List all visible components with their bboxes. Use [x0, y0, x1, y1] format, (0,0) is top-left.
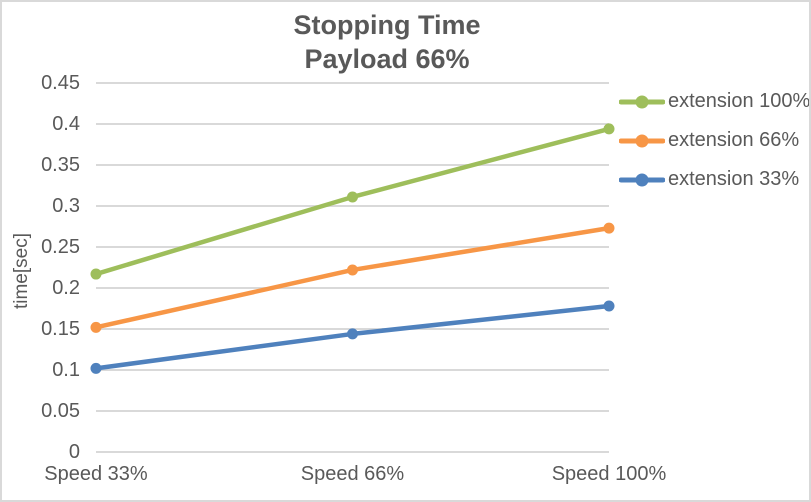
data-point-marker	[603, 222, 615, 234]
data-point-marker	[90, 321, 102, 333]
data-point-marker	[90, 362, 102, 374]
y-tick-label: 0.25	[41, 236, 80, 258]
y-tick-label: 0.05	[41, 400, 80, 422]
chart-title-line2: Payload 66%	[304, 44, 470, 74]
x-axis-label: Speed 66%	[300, 463, 405, 485]
y-tick-label: 0.45	[41, 72, 80, 94]
y-tick-label: 0.35	[41, 154, 80, 176]
legend-item: extension 66%	[619, 128, 809, 153]
legend-line-marker-icon	[619, 134, 665, 147]
data-point-marker	[347, 328, 358, 340]
legend-label: extension 66%	[668, 129, 800, 151]
y-tick-label: 0.2	[52, 277, 80, 299]
y-tick-label: 0.3	[52, 195, 80, 217]
data-point-marker	[603, 300, 615, 312]
legend: extension 100% extension 66% extension 33%	[619, 89, 811, 206]
data-point-marker	[347, 191, 358, 203]
data-point-marker	[347, 264, 358, 276]
legend-label: extension 33%	[668, 168, 800, 190]
legend-item: extension 100%	[619, 89, 811, 114]
legend-line-marker-icon	[619, 95, 665, 108]
legend-label: extension 100%	[668, 90, 811, 112]
chart-title-line1: Stopping Time	[293, 10, 481, 40]
x-axis-label: Speed 100%	[551, 463, 667, 485]
x-axis-label: Speed 33%	[44, 463, 148, 485]
y-tick-label: 0.1	[52, 359, 80, 381]
y-tick-label: 0.4	[52, 113, 80, 135]
y-tick-label: 0.15	[41, 318, 80, 340]
legend-item: extension 33%	[619, 167, 809, 192]
chart-title: Stopping Time Payload 66%	[2, 8, 772, 76]
data-point-marker	[603, 123, 615, 135]
legend-line-marker-icon	[619, 173, 665, 186]
y-tick-label: 0	[68, 441, 80, 463]
data-point-marker	[90, 268, 102, 280]
